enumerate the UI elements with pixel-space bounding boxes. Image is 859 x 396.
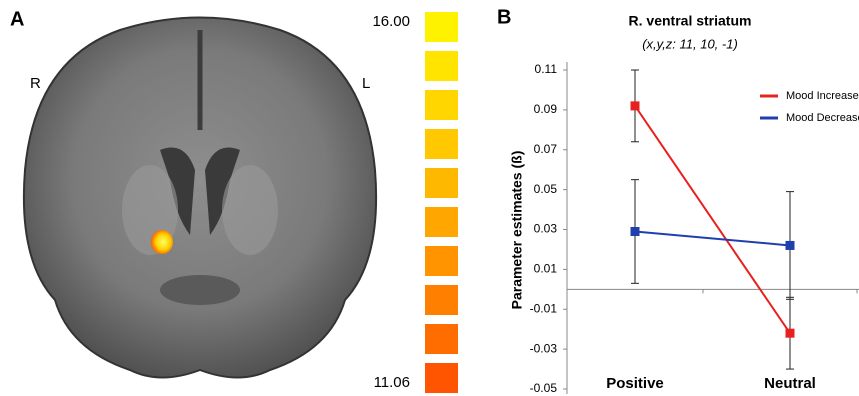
y-axis-label: Parameter estimates (ß) xyxy=(509,151,525,310)
data-point xyxy=(631,101,640,110)
x-tick-label: Positive xyxy=(606,375,664,392)
figure: A R L 16.00 11.06 B R. ventral striatum … xyxy=(0,0,859,396)
panel-label: B xyxy=(497,6,511,28)
brain-image xyxy=(0,0,400,396)
data-point xyxy=(786,241,795,250)
colorbar xyxy=(425,12,458,393)
y-tick-label: 0.03 xyxy=(534,222,558,236)
data-point xyxy=(631,227,640,236)
y-tick-label: 0.05 xyxy=(534,182,558,196)
colorbar-max: 16.00 xyxy=(372,13,410,30)
legend-label: Mood Decrease xyxy=(786,112,859,124)
data-point xyxy=(786,329,795,338)
legend-label: Mood Increase xyxy=(786,90,859,102)
chart-title: R. ventral striatum xyxy=(629,13,752,29)
x-tick-label: Neutral xyxy=(764,375,816,392)
y-tick-label: 0.09 xyxy=(534,102,558,116)
y-tick-label: 0.01 xyxy=(534,262,558,276)
chart-subtitle: (x,y,z: 11, 10, -1) xyxy=(642,36,738,51)
y-tick-label: 0.07 xyxy=(534,142,558,156)
series-line xyxy=(635,231,790,245)
y-tick-label: 0.11 xyxy=(535,62,558,76)
series-line xyxy=(635,106,790,333)
panel-label: A xyxy=(10,8,24,30)
y-tick-label: -0.01 xyxy=(530,301,558,315)
colorbar-min: 11.06 xyxy=(374,374,410,391)
side-label: L xyxy=(362,75,370,92)
y-tick-label: -0.03 xyxy=(530,341,558,355)
side-label: R xyxy=(30,75,41,92)
y-tick-label: -0.05 xyxy=(530,381,558,395)
